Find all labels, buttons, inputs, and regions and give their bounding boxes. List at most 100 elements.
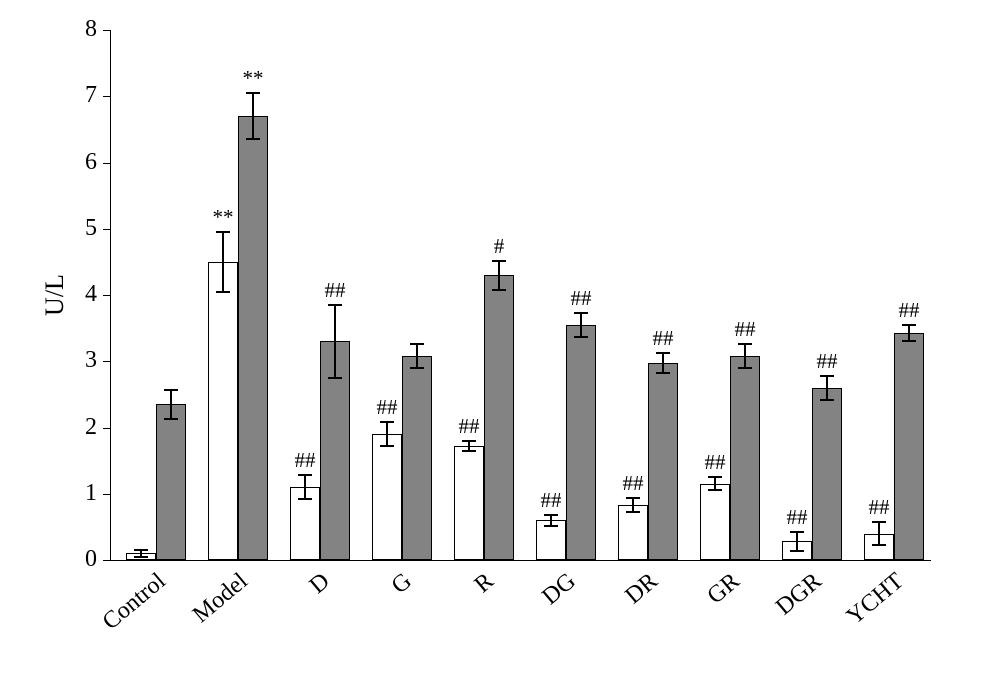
error-bar — [386, 422, 388, 446]
error-cap — [708, 476, 722, 478]
significance-label: ## — [315, 278, 355, 303]
error-bar — [826, 376, 828, 400]
y-tick — [103, 30, 110, 31]
significance-label: ## — [725, 317, 765, 342]
bar — [812, 388, 842, 560]
error-cap — [574, 312, 588, 314]
error-bar — [662, 353, 664, 373]
significance-label: ## — [613, 471, 653, 496]
bar — [372, 434, 402, 560]
error-bar — [744, 344, 746, 368]
chart-container: U/L 012345678****#######################… — [0, 0, 1000, 700]
bar — [156, 404, 186, 560]
significance-label: ## — [367, 395, 407, 420]
error-cap — [820, 375, 834, 377]
bar — [454, 446, 484, 560]
x-tick-label: R — [470, 568, 500, 599]
bar — [648, 363, 678, 560]
bar — [238, 116, 268, 560]
y-tick-label: 4 — [65, 281, 97, 308]
bar — [618, 505, 648, 560]
bar — [566, 325, 596, 560]
significance-label: ## — [643, 326, 683, 351]
y-tick-label: 2 — [65, 414, 97, 441]
significance-label: ## — [859, 495, 899, 520]
error-bar — [252, 93, 254, 139]
y-tick-label: 7 — [65, 82, 97, 109]
error-bar — [796, 532, 798, 552]
y-tick-label: 3 — [65, 347, 97, 374]
error-bar — [878, 522, 880, 546]
error-cap — [298, 498, 312, 500]
bar — [730, 356, 760, 560]
error-cap — [134, 549, 148, 551]
error-cap — [380, 445, 394, 447]
error-cap — [790, 531, 804, 533]
y-tick — [103, 96, 110, 97]
error-cap — [216, 291, 230, 293]
bar — [484, 275, 514, 560]
significance-label: ** — [233, 66, 273, 91]
error-cap — [872, 544, 886, 546]
y-tick-label: 5 — [65, 215, 97, 242]
error-cap — [492, 260, 506, 262]
x-tick-label: Model — [188, 568, 253, 629]
y-tick — [103, 560, 110, 561]
y-tick — [103, 295, 110, 296]
error-cap — [380, 421, 394, 423]
error-cap — [462, 450, 476, 452]
error-cap — [164, 418, 178, 420]
error-cap — [626, 511, 640, 513]
error-cap — [492, 289, 506, 291]
error-cap — [410, 367, 424, 369]
error-cap — [626, 497, 640, 499]
error-cap — [872, 521, 886, 523]
y-tick-label: 1 — [65, 480, 97, 507]
error-cap — [328, 377, 342, 379]
x-tick-label: DR — [620, 568, 663, 610]
significance-label: ## — [285, 448, 325, 473]
error-cap — [134, 556, 148, 558]
y-tick-label: 8 — [65, 16, 97, 43]
y-tick — [103, 229, 110, 230]
error-cap — [820, 399, 834, 401]
significance-label: ** — [203, 205, 243, 230]
error-cap — [656, 352, 670, 354]
bar — [894, 333, 924, 560]
error-cap — [708, 489, 722, 491]
error-cap — [298, 474, 312, 476]
error-bar — [304, 475, 306, 499]
y-tick — [103, 361, 110, 362]
error-bar — [908, 325, 910, 341]
error-cap — [738, 343, 752, 345]
error-cap — [462, 440, 476, 442]
x-tick-label: DG — [537, 568, 581, 611]
x-tick-label: D — [305, 568, 336, 600]
bar — [208, 262, 238, 560]
significance-label: ## — [889, 298, 929, 323]
error-cap — [164, 389, 178, 391]
bar — [700, 484, 730, 560]
x-tick-label: DGR — [771, 568, 827, 621]
error-cap — [544, 525, 558, 527]
error-bar — [222, 232, 224, 292]
significance-label: ## — [807, 349, 847, 374]
error-cap — [246, 92, 260, 94]
significance-label: # — [479, 234, 519, 259]
error-bar — [416, 344, 418, 368]
significance-label: ## — [777, 505, 817, 530]
error-bar — [714, 477, 716, 490]
y-tick-label: 0 — [65, 546, 97, 573]
error-cap — [902, 340, 916, 342]
y-tick — [103, 428, 110, 429]
y-tick-label: 6 — [65, 149, 97, 176]
y-tick — [103, 494, 110, 495]
bar — [402, 356, 432, 560]
error-cap — [790, 550, 804, 552]
error-cap — [902, 324, 916, 326]
x-tick-label: GR — [702, 568, 745, 610]
error-cap — [738, 367, 752, 369]
x-tick-label: YCHT — [842, 568, 909, 631]
error-cap — [246, 138, 260, 140]
error-cap — [544, 514, 558, 516]
